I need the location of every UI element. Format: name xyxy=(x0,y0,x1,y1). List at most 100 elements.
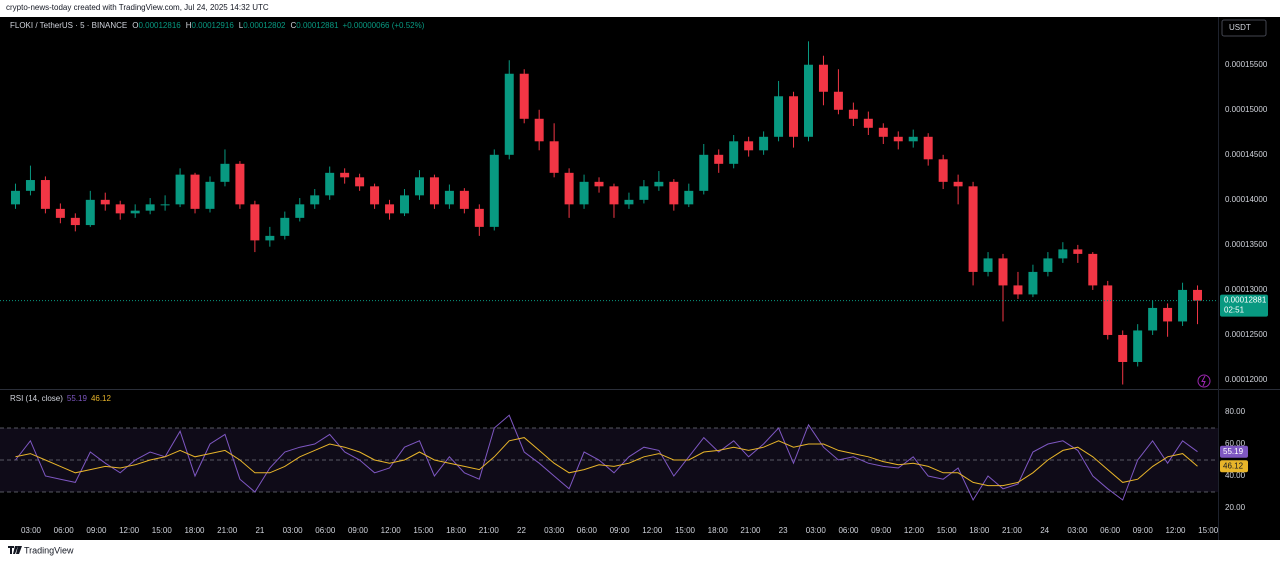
candle-body xyxy=(1133,330,1143,362)
x-tick-label: 03:00 xyxy=(544,526,565,535)
rsi-line xyxy=(15,437,1198,487)
candle-body xyxy=(654,181,664,187)
x-tick-label: 06:00 xyxy=(54,526,75,535)
candle-body xyxy=(534,118,544,142)
candle-body xyxy=(923,136,933,160)
candle-body xyxy=(1178,289,1188,322)
rsi-value-box xyxy=(1220,445,1248,458)
y-tick-label: 0.00015000 xyxy=(1225,105,1268,114)
alert-bolt xyxy=(1201,375,1206,387)
ohlc-value: 0.00012816 xyxy=(138,21,181,30)
y-tick-label: 0.00013000 xyxy=(1225,285,1268,294)
candle-body xyxy=(235,163,245,205)
x-tick-label: 09:00 xyxy=(610,526,631,535)
last-price-box xyxy=(1220,294,1268,317)
candle-body xyxy=(908,136,918,142)
candle-body xyxy=(684,190,694,205)
x-tick-label: 24 xyxy=(1040,526,1049,535)
y-tick-label: 0.00014000 xyxy=(1225,195,1268,204)
candle-body xyxy=(55,208,65,218)
x-tick-label: 12:00 xyxy=(904,526,925,535)
x-tick-label: 06:00 xyxy=(1100,526,1121,535)
ohlc-label: H xyxy=(186,21,192,30)
candle-body xyxy=(744,141,754,151)
x-tick-label: 22 xyxy=(517,526,526,535)
candle-body xyxy=(983,258,993,272)
x-tick-label: 03:00 xyxy=(1067,526,1088,535)
x-tick-label: 15:00 xyxy=(152,526,173,535)
candle-body xyxy=(370,186,380,205)
x-tick-label: 18:00 xyxy=(708,526,729,535)
candle-body xyxy=(340,172,350,178)
candle-body xyxy=(789,96,799,137)
candle-body xyxy=(878,127,888,137)
candle-body xyxy=(220,163,230,182)
candle-body xyxy=(639,186,649,200)
rsi-legend: RSI (14, close) 55.19 46.12 xyxy=(10,394,112,403)
rsi-value: 55.19 xyxy=(1223,447,1244,456)
y-tick-label: 0.00013500 xyxy=(1225,240,1268,249)
candle-body xyxy=(1043,258,1053,272)
rsi-legend-value: 46.12 xyxy=(91,394,112,403)
x-tick-label: 12:00 xyxy=(642,526,663,535)
y-tick-label: 0.00015500 xyxy=(1225,60,1268,69)
candle-body xyxy=(40,180,50,209)
brand-logo xyxy=(8,546,22,554)
candle-body xyxy=(818,64,828,92)
candle-body xyxy=(729,141,739,164)
candle-body xyxy=(385,204,395,214)
candle-body xyxy=(1103,285,1113,335)
x-tick-label: 12:00 xyxy=(1165,526,1186,535)
rsi-legend-value: 55.19 xyxy=(67,394,88,403)
candle-body xyxy=(1088,253,1098,286)
candle-body xyxy=(669,181,679,205)
candle-body xyxy=(759,136,769,151)
y-tick-label: 0.00012500 xyxy=(1225,330,1268,339)
y-tick-label: 60.00 xyxy=(1225,439,1246,448)
brand: TradingView xyxy=(24,545,74,555)
x-tick-label: 03:00 xyxy=(283,526,304,535)
candle-body xyxy=(115,204,125,214)
symbol: FLOKI / TetherUS · 5 · BINANCE xyxy=(10,21,127,30)
alert-icon[interactable] xyxy=(1197,374,1211,388)
last-price: 0.00012881 xyxy=(1224,296,1267,305)
candle-body xyxy=(85,199,95,226)
candle-body xyxy=(848,109,858,119)
x-tick-label: 18:00 xyxy=(184,526,205,535)
candle-body xyxy=(594,181,604,187)
x-tick-label: 15:00 xyxy=(1198,526,1219,535)
candle-body xyxy=(175,174,185,205)
x-tick-label: 23 xyxy=(779,526,788,535)
candle-body xyxy=(549,141,559,173)
currency-button[interactable] xyxy=(1221,19,1267,37)
x-tick-label: 06:00 xyxy=(577,526,598,535)
candle-body xyxy=(714,154,724,164)
x-tick-label: 21:00 xyxy=(479,526,500,535)
y-tick-label: 0.00014500 xyxy=(1225,150,1268,159)
countdown: 02:51 xyxy=(1224,306,1245,315)
candle-body xyxy=(325,172,335,196)
candle-body xyxy=(70,217,80,226)
y-tick-label: 80.00 xyxy=(1225,407,1246,416)
currency[interactable]: USDT xyxy=(1229,23,1251,32)
candle-body xyxy=(250,204,260,241)
rsi-value: 46.12 xyxy=(1223,461,1244,470)
ohlc-label: C xyxy=(290,21,296,30)
candle-body xyxy=(474,208,484,227)
candle-body xyxy=(1058,249,1068,259)
candle-body xyxy=(609,186,619,205)
candle-body xyxy=(804,64,813,137)
x-tick-label: 06:00 xyxy=(315,526,336,535)
candle-body xyxy=(459,190,469,209)
rsi-line xyxy=(15,414,1198,502)
x-tick-label: 21:00 xyxy=(217,526,238,535)
rsi-title: RSI (14, close) xyxy=(10,394,63,403)
x-tick-label: 15:00 xyxy=(413,526,434,535)
x-tick-label: 03:00 xyxy=(21,526,42,535)
rsi-value-box xyxy=(1220,460,1248,473)
candle-body xyxy=(699,154,709,191)
change: +0.00000066 (+0.52%) xyxy=(343,21,425,30)
x-tick-label: 03:00 xyxy=(806,526,827,535)
